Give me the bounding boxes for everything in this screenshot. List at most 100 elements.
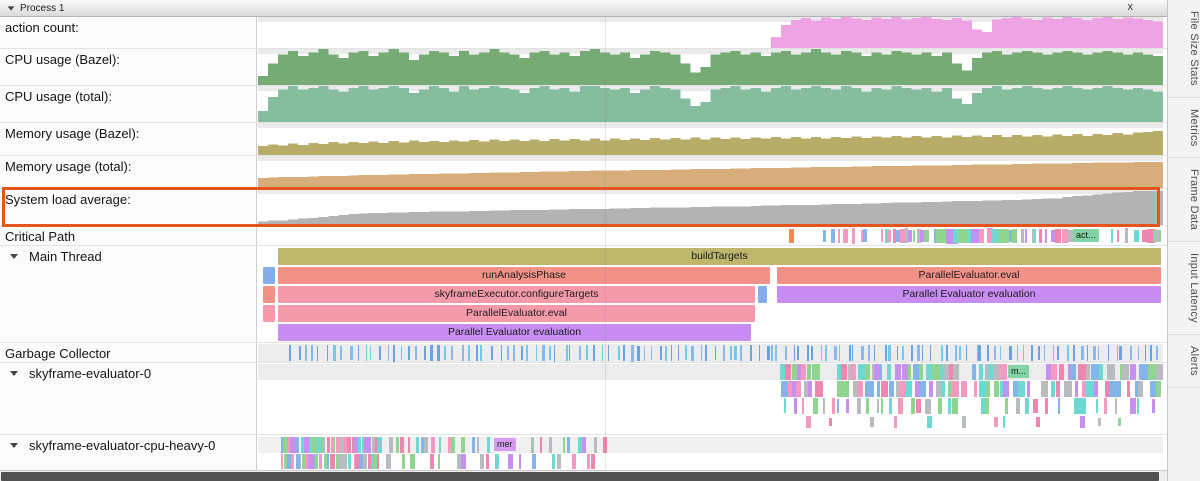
collapse-arrow-icon[interactable] bbox=[7, 5, 15, 11]
trace-slice[interactable] bbox=[849, 344, 852, 362]
trace-slice[interactable] bbox=[677, 344, 680, 361]
side-tab-file-size-stats[interactable]: File Size Stats bbox=[1168, 0, 1200, 98]
trace-slice[interactable] bbox=[295, 437, 299, 453]
slice-badge[interactable]: m... bbox=[1008, 365, 1029, 378]
trace-slice[interactable] bbox=[1118, 418, 1122, 427]
trace-slice[interactable] bbox=[358, 454, 365, 469]
trace-slice[interactable] bbox=[1080, 398, 1086, 414]
trace-slice[interactable] bbox=[791, 364, 797, 380]
trace-slice[interactable] bbox=[834, 346, 837, 360]
trace-slice[interactable] bbox=[1139, 364, 1147, 380]
trace-slice[interactable] bbox=[935, 381, 944, 397]
trace-slice[interactable] bbox=[953, 364, 959, 380]
trace-slice[interactable] bbox=[986, 344, 989, 362]
trace-slice[interactable] bbox=[1039, 229, 1042, 243]
trace-slice[interactable] bbox=[838, 345, 840, 361]
trace-slice[interactable] bbox=[888, 381, 894, 397]
trace-slice[interactable] bbox=[400, 346, 403, 360]
trace-slice[interactable] bbox=[305, 437, 310, 453]
trace-slice[interactable] bbox=[913, 364, 923, 380]
trace-slice[interactable] bbox=[1091, 364, 1101, 380]
trace-slice[interactable] bbox=[500, 344, 503, 362]
trace-slice[interactable] bbox=[1116, 344, 1118, 362]
flame-span-small[interactable] bbox=[263, 305, 275, 322]
trace-slice[interactable] bbox=[925, 364, 936, 380]
trace-slice[interactable] bbox=[1073, 398, 1080, 414]
trace-slice[interactable] bbox=[865, 364, 870, 380]
trace-slice[interactable] bbox=[350, 345, 354, 361]
trace-slice[interactable] bbox=[358, 437, 362, 453]
counter-chart[interactable] bbox=[258, 86, 1163, 122]
trace-slice[interactable] bbox=[1050, 229, 1058, 243]
trace-slice[interactable] bbox=[365, 344, 368, 362]
trace-slice[interactable] bbox=[330, 454, 335, 469]
flame-span[interactable]: skyframeExecutor.configureTargets bbox=[278, 286, 755, 303]
trace-slice[interactable] bbox=[868, 345, 870, 361]
trace-slice[interactable] bbox=[333, 437, 336, 453]
slice-badge[interactable]: mer bbox=[494, 438, 516, 451]
trace-slice[interactable] bbox=[961, 416, 967, 428]
trace-slice[interactable] bbox=[881, 398, 884, 414]
trace-slice[interactable] bbox=[1134, 229, 1140, 243]
trace-slice[interactable] bbox=[758, 344, 760, 362]
trace-slice[interactable] bbox=[486, 437, 491, 453]
trace-slice[interactable] bbox=[1095, 398, 1099, 414]
trace-slice[interactable] bbox=[822, 398, 825, 414]
trace-slice[interactable] bbox=[832, 398, 836, 414]
trace-slice[interactable] bbox=[1137, 398, 1140, 414]
trace-slice[interactable] bbox=[1093, 381, 1099, 397]
trace-slice[interactable] bbox=[319, 454, 323, 469]
trace-slice[interactable] bbox=[1143, 364, 1149, 380]
trace-slice[interactable] bbox=[300, 437, 305, 453]
trace-slice[interactable] bbox=[376, 437, 383, 453]
trace-slice[interactable] bbox=[1149, 381, 1157, 397]
trace-slice[interactable] bbox=[889, 398, 892, 414]
trace-slice[interactable] bbox=[402, 454, 406, 469]
trace-slice[interactable] bbox=[740, 344, 742, 362]
trace-slice[interactable] bbox=[659, 345, 662, 361]
trace-slice[interactable] bbox=[368, 437, 372, 453]
trace-slice[interactable] bbox=[766, 345, 770, 360]
trace-slice[interactable] bbox=[389, 437, 393, 453]
trace-slice[interactable] bbox=[993, 416, 998, 428]
trace-slice[interactable] bbox=[1021, 228, 1025, 244]
trace-slice[interactable] bbox=[911, 398, 916, 414]
trace-slice[interactable] bbox=[578, 437, 583, 453]
trace-slice[interactable] bbox=[1121, 364, 1130, 380]
trace-slice[interactable] bbox=[287, 437, 292, 453]
trace-slice[interactable] bbox=[917, 344, 920, 362]
trace-slice[interactable] bbox=[884, 345, 888, 361]
trace-slice[interactable] bbox=[775, 345, 777, 361]
trace-slice[interactable] bbox=[807, 364, 812, 380]
trace-slice[interactable] bbox=[1017, 345, 1019, 362]
trace-slice[interactable] bbox=[566, 437, 570, 453]
trace-slice[interactable] bbox=[353, 437, 359, 453]
trace-slice[interactable] bbox=[1058, 364, 1065, 380]
trace-slice[interactable] bbox=[907, 230, 913, 242]
trace-slice[interactable] bbox=[531, 454, 537, 469]
trace-slice[interactable] bbox=[1024, 398, 1029, 414]
trace-slice[interactable] bbox=[965, 344, 967, 362]
trace-slice[interactable] bbox=[1055, 228, 1062, 244]
trace-slice[interactable] bbox=[643, 345, 645, 361]
trace-slice[interactable] bbox=[608, 345, 609, 362]
trace-slice[interactable] bbox=[874, 364, 883, 380]
trace-slice[interactable] bbox=[671, 345, 673, 361]
trace-slice[interactable] bbox=[946, 345, 949, 361]
trace-slice[interactable] bbox=[586, 345, 588, 361]
trace-slice[interactable] bbox=[997, 229, 1009, 243]
trace-slice[interactable] bbox=[691, 345, 694, 361]
trace-slice[interactable] bbox=[594, 437, 598, 453]
trace-slice[interactable] bbox=[920, 381, 927, 397]
trace-slice[interactable] bbox=[410, 454, 415, 469]
trace-slice[interactable] bbox=[979, 381, 987, 397]
trace-slice[interactable] bbox=[936, 229, 947, 243]
trace-slice[interactable] bbox=[1108, 381, 1117, 397]
trace-slice[interactable] bbox=[513, 345, 516, 361]
trace-slice[interactable] bbox=[371, 454, 376, 469]
trace-slice[interactable] bbox=[866, 381, 874, 397]
trace-slice[interactable] bbox=[479, 454, 485, 469]
trace-slice[interactable] bbox=[959, 345, 961, 361]
slice-badge[interactable]: act... bbox=[1073, 229, 1099, 242]
trace-slice[interactable] bbox=[1114, 398, 1117, 414]
